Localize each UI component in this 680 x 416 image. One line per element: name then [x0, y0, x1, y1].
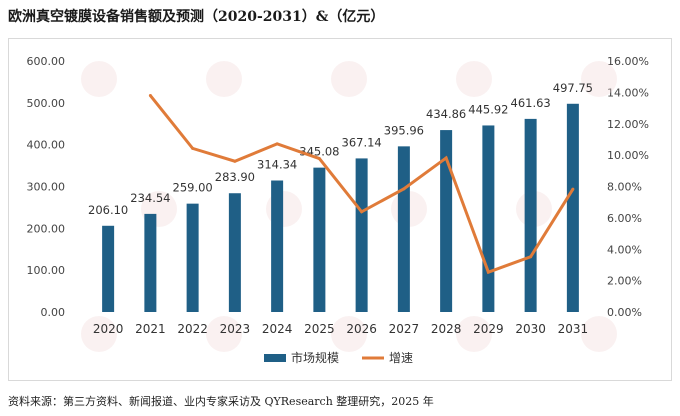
bar-data-label: 395.96 [384, 123, 424, 137]
bar [355, 158, 368, 312]
bar [566, 103, 579, 312]
bar-data-label: 234.54 [130, 191, 170, 205]
y-right-tick-label: 6.00% [607, 212, 642, 225]
watermark-logo [206, 61, 242, 97]
x-tick-label: 2021 [135, 322, 166, 336]
bar-data-label: 345.08 [299, 145, 339, 159]
bar [482, 125, 495, 312]
growth-point [360, 210, 364, 214]
x-tick-label: 2023 [220, 322, 251, 336]
watermark-logo [456, 61, 492, 97]
x-tick-label: 2031 [558, 322, 589, 336]
y-left-tick-label: 200.00 [27, 222, 66, 235]
x-tick-label: 2022 [177, 322, 208, 336]
bar-data-label: 259.00 [173, 181, 213, 195]
bar-data-label: 367.14 [342, 135, 382, 149]
x-tick-label: 2028 [431, 322, 462, 336]
growth-point [571, 187, 575, 191]
growth-point [233, 159, 237, 163]
bar [102, 225, 115, 312]
chart-title: 欧洲真空镀膜设备销售额及预测（2020-2031）&（亿元） [8, 9, 385, 25]
growth-point [191, 146, 195, 150]
growth-point [402, 187, 406, 191]
watermark-logo [581, 316, 617, 352]
y-left-tick-label: 100.00 [27, 264, 66, 277]
watermark-logo [581, 61, 617, 97]
x-tick-label: 2020 [93, 322, 124, 336]
growth-point [275, 142, 279, 146]
bar-data-label: 461.63 [511, 96, 551, 110]
watermark-logo [456, 316, 492, 352]
y-left-tick-label: 600.00 [27, 55, 66, 68]
watermark-logo [331, 61, 367, 97]
growth-point [529, 255, 533, 259]
y-left-tick-label: 0.00 [41, 306, 66, 319]
watermark-logo [331, 316, 367, 352]
y-right-tick-label: 10.00% [607, 149, 649, 162]
bar-data-label: 434.86 [426, 107, 466, 121]
bar [524, 118, 537, 312]
bar-data-label: 445.92 [468, 102, 508, 116]
y-right-tick-label: 14.00% [607, 86, 649, 99]
growth-point [317, 157, 321, 161]
growth-point [444, 156, 448, 160]
x-tick-label: 2024 [262, 322, 293, 336]
bar [228, 193, 241, 312]
growth-point [486, 270, 490, 274]
y-left-tick-label: 500.00 [27, 97, 66, 110]
growth-point [148, 94, 152, 98]
y-left-tick-label: 300.00 [27, 181, 66, 194]
legend-swatch-bar [264, 354, 286, 362]
watermark-logo [81, 61, 117, 97]
chart-frame: 0.00 100.00 200.00 300.00 400.00 500.00 600.00… [8, 38, 672, 381]
bar [144, 213, 157, 312]
bar-data-label: 314.34 [257, 158, 297, 172]
bar [313, 167, 326, 312]
legend-label-bar: 市场规模 [291, 350, 339, 365]
x-tick-label: 2029 [473, 322, 504, 336]
bar-data-label: 206.10 [88, 203, 128, 217]
bar [186, 203, 199, 312]
legend-label-line: 增速 [389, 351, 413, 365]
x-tick-label: 2030 [515, 322, 546, 336]
source-note: 资料来源：第三方资料、新闻报道、业内专家采访及 QYResearch 整理研究，… [8, 395, 434, 408]
y-right-tick-label: 2.00% [607, 275, 642, 288]
bar [271, 180, 284, 312]
bar [440, 130, 453, 312]
y-right-tick-label: 0.00% [607, 306, 642, 319]
x-tick-label: 2026 [346, 322, 377, 336]
y-right-tick-label: 16.00% [607, 55, 649, 68]
bar-data-label: 497.75 [553, 81, 593, 95]
y-right-tick-label: 12.00% [607, 118, 649, 131]
watermark-logo [206, 316, 242, 352]
bar [397, 146, 410, 312]
y-right-tick-label: 8.00% [607, 181, 642, 194]
watermark-logo [81, 316, 117, 352]
x-tick-label: 2027 [389, 322, 420, 336]
bar-data-label: 283.90 [215, 170, 255, 184]
x-tick-label: 2025 [304, 322, 335, 336]
y-left-tick-label: 400.00 [27, 139, 66, 152]
y-right-tick-label: 4.00% [607, 243, 642, 256]
chart-plot: 0.00 100.00 200.00 300.00 400.00 500.00 600.00… [27, 55, 649, 365]
